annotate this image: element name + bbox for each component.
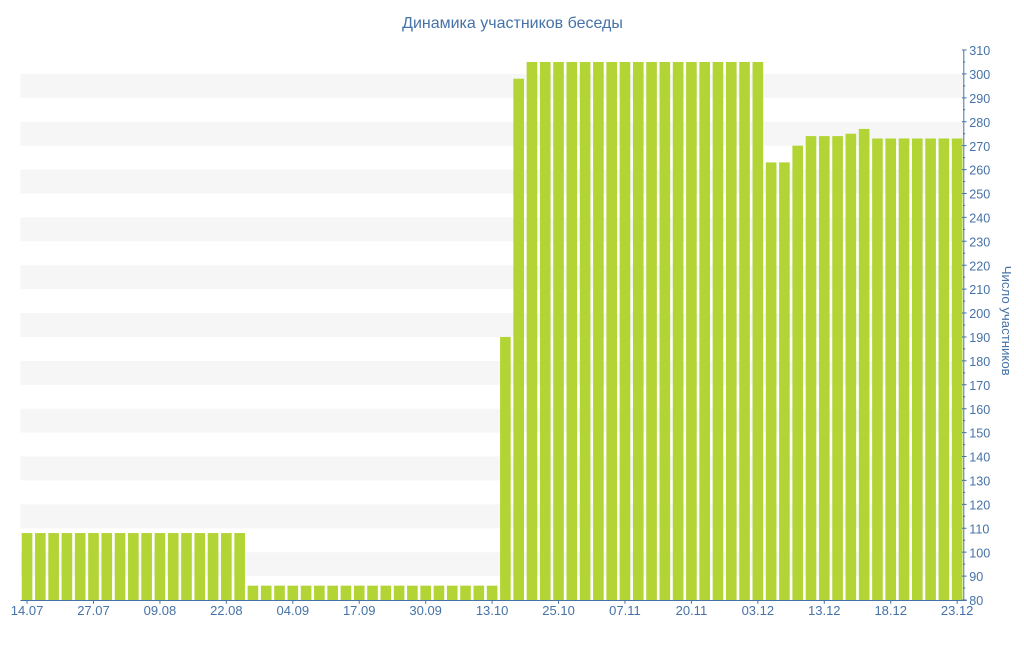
svg-text:Число участников: Число участников (999, 266, 1014, 376)
svg-text:23.12: 23.12 (941, 603, 974, 618)
svg-text:110: 110 (969, 522, 989, 536)
svg-text:140: 140 (969, 451, 990, 465)
svg-text:170: 170 (969, 379, 990, 393)
svg-text:13.12: 13.12 (808, 603, 841, 618)
svg-text:09.08: 09.08 (144, 603, 177, 618)
svg-text:290: 290 (969, 92, 990, 106)
svg-text:130: 130 (969, 475, 990, 489)
svg-text:14.07: 14.07 (11, 603, 44, 618)
svg-text:25.10: 25.10 (542, 603, 575, 618)
svg-text:250: 250 (969, 188, 990, 202)
svg-text:260: 260 (969, 164, 990, 178)
svg-text:18.12: 18.12 (874, 603, 907, 618)
svg-text:300: 300 (969, 68, 990, 82)
svg-text:150: 150 (969, 427, 990, 441)
svg-text:22.08: 22.08 (210, 603, 243, 618)
svg-text:280: 280 (969, 116, 990, 130)
svg-text:240: 240 (969, 211, 990, 225)
svg-text:Динамика участников беседы: Динамика участников беседы (402, 15, 623, 32)
svg-text:04.09: 04.09 (277, 603, 310, 618)
svg-text:220: 220 (969, 259, 990, 273)
svg-text:270: 270 (969, 140, 990, 154)
svg-text:80: 80 (969, 594, 983, 608)
svg-text:90: 90 (969, 570, 983, 584)
svg-text:210: 210 (969, 283, 990, 297)
svg-text:03.12: 03.12 (742, 603, 775, 618)
svg-text:200: 200 (969, 307, 990, 321)
svg-text:180: 180 (969, 355, 990, 369)
svg-text:310: 310 (969, 44, 990, 58)
svg-text:190: 190 (969, 331, 990, 345)
svg-text:160: 160 (969, 403, 990, 417)
svg-text:20.11: 20.11 (676, 603, 708, 618)
svg-text:27.07: 27.07 (77, 603, 110, 618)
svg-text:100: 100 (969, 546, 990, 560)
svg-text:07.11: 07.11 (609, 603, 641, 618)
svg-text:230: 230 (969, 235, 990, 249)
svg-text:13.10: 13.10 (476, 603, 509, 618)
svg-text:30.09: 30.09 (409, 603, 442, 618)
svg-text:17.09: 17.09 (343, 603, 376, 618)
svg-text:120: 120 (969, 498, 990, 512)
